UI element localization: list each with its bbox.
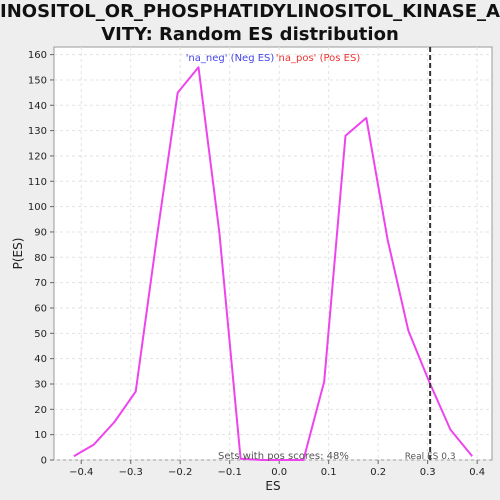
pos-scores-annotation: Sets with pos scores: 48% xyxy=(218,451,349,462)
x-axis: −0.4 −0.3 −0.2 −0.1 0.0 0.1 0.2 0.3 0.4 xyxy=(69,460,485,478)
y-tick-label: 120 xyxy=(28,151,47,162)
chart-title-line-1: INOSITOL_OR_PHOSPHATIDYLINOSITOL_KINASE_… xyxy=(0,1,500,22)
x-tick-label: −0.4 xyxy=(69,467,93,478)
grid-lines xyxy=(54,47,492,461)
y-tick-label: 90 xyxy=(34,227,47,238)
x-tick-label: 0.2 xyxy=(370,467,386,478)
x-tick-label: −0.3 xyxy=(119,467,143,478)
legend: 'na_neg' (Neg ES)'na_pos' (Pos ES) xyxy=(186,53,361,64)
x-tick-label: −0.2 xyxy=(168,467,192,478)
chart-title-line-2: VITY: Random ES distribution xyxy=(101,24,399,45)
y-tick-label: 70 xyxy=(34,278,47,289)
y-tick-label: 50 xyxy=(34,329,47,340)
x-tick-label: 0.1 xyxy=(321,467,337,478)
x-axis-label: ES xyxy=(265,479,280,493)
y-tick-label: 140 xyxy=(28,101,47,112)
y-tick-label: 80 xyxy=(34,253,47,264)
y-tick-label: 20 xyxy=(34,405,47,416)
y-tick-label: 10 xyxy=(34,430,47,441)
real-es-group: Real ES 0.3 xyxy=(405,47,456,462)
y-tick-label: 30 xyxy=(34,379,47,390)
y-tick-label: 40 xyxy=(34,354,47,365)
legend-entry-pos: 'na_pos' (Pos ES) xyxy=(276,53,361,64)
plot-area xyxy=(53,46,493,461)
y-tick-label: 60 xyxy=(34,303,47,314)
chart-title: INOSITOL_OR_PHOSPHATIDYLINOSITOL_KINASE_… xyxy=(0,0,500,46)
y-tick-label: 100 xyxy=(28,202,47,213)
y-tick-label: 110 xyxy=(28,177,47,188)
x-tick-label: 0.4 xyxy=(469,467,485,478)
y-tick-label: 130 xyxy=(28,126,47,137)
y-tick-label: 150 xyxy=(28,75,47,86)
x-tick-label: 0.3 xyxy=(420,467,436,478)
y-axis: 0 10 20 30 40 50 60 70 80 90 100 110 120 130 140 150 160 xyxy=(28,50,54,467)
es-distribution-line xyxy=(73,66,473,461)
y-axis-label: P(ES) xyxy=(11,238,25,270)
legend-entry-neg: 'na_neg' (Neg ES) xyxy=(186,53,275,64)
x-tick-label: 0.0 xyxy=(271,467,287,478)
y-tick-label: 0 xyxy=(41,456,47,467)
real-es-label: Real ES 0.3 xyxy=(405,452,456,462)
y-tick-label: 160 xyxy=(28,50,47,61)
x-tick-label: −0.1 xyxy=(218,467,242,478)
series-group xyxy=(73,66,473,461)
